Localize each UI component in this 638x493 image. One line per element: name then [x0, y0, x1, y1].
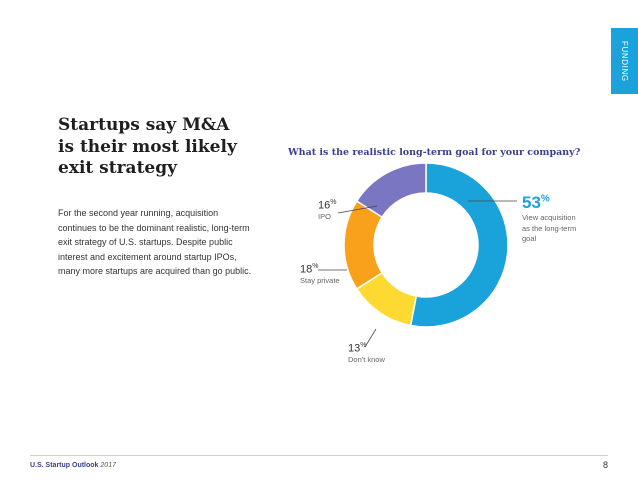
leader-line-dont-know: [364, 328, 377, 348]
slice-unit: %: [540, 193, 550, 205]
slice-desc: goal: [522, 234, 537, 243]
body-text: For the second year running, acquisition…: [58, 206, 273, 279]
body-line: exit strategy of U.S. startups. Despite …: [58, 237, 233, 247]
body-line: For the second year running, acquisition: [58, 208, 219, 218]
slice-desc: Stay private: [300, 275, 340, 285]
slice-unit: %: [312, 263, 319, 270]
slice-label-acquisition: 53% View acquisition as the long-term go…: [522, 193, 576, 245]
slice-desc: as the long-term: [522, 223, 577, 233]
slice-label-ipo: 16% IPO: [318, 199, 336, 222]
leader-line-ipo: [337, 205, 378, 214]
slice-pct: 18: [300, 263, 313, 276]
slice-pct: 53: [522, 193, 541, 212]
body-line: many more startups are acquired than go …: [58, 266, 252, 276]
headline-line: Startups say M&A: [58, 115, 230, 135]
headline-line: is their most likely: [58, 136, 237, 157]
headline: Startups say M&A is their most likely ex…: [58, 115, 288, 180]
slice-unit: %: [330, 199, 337, 206]
footer-title: U.S. Startup Outlook: [30, 462, 99, 469]
chart-title: What is the realistic long-term goal for…: [288, 147, 581, 158]
slice-label-stay-private: 18% Stay private: [300, 263, 340, 286]
slice-label-dont-know: 13% Don't know: [348, 342, 385, 365]
slice-desc: Don't know: [348, 354, 385, 364]
page-number: 8: [602, 460, 608, 470]
body-line: continues to be the dominant realistic, …: [58, 222, 250, 233]
section-tab: FUNDING: [611, 28, 638, 94]
headline-line: exit strategy: [58, 158, 178, 178]
body-line: interest and excitement around startup I…: [58, 251, 237, 262]
slice-pct: 13: [348, 342, 361, 355]
slice-pct: 16: [318, 199, 331, 212]
footer-publication: U.S. Startup Outlook 2017: [30, 462, 116, 469]
section-tab-label: FUNDING: [620, 40, 629, 82]
slice-ipo: [355, 162, 427, 219]
footer-year: 2017: [100, 462, 116, 469]
slice-unit: %: [360, 342, 367, 349]
footer-divider: [30, 455, 608, 456]
slice-desc: IPO: [318, 211, 331, 221]
slice-acquisition: [409, 162, 509, 328]
slice-desc: View acquisition: [522, 213, 576, 222]
